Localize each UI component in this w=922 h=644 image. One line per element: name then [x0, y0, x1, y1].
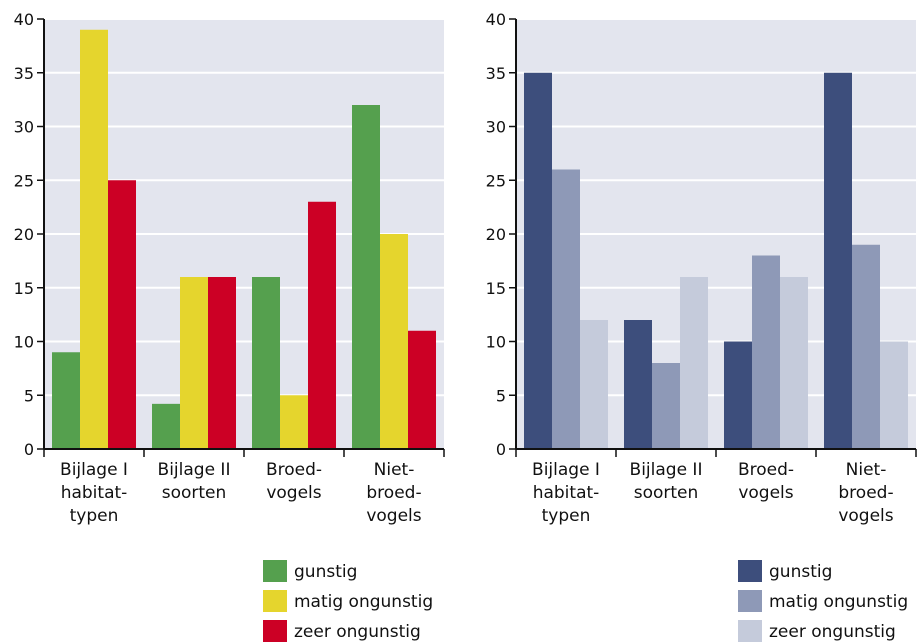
x-tick-label: typen	[70, 506, 119, 526]
legend-label: matig ongunstig	[769, 592, 908, 612]
y-tick-label: 15	[14, 279, 34, 298]
y-tick-label: 20	[486, 225, 506, 244]
y-tick-label: 10	[486, 333, 506, 352]
bar	[824, 72, 852, 449]
x-tick-label: typen	[542, 506, 591, 526]
legend-label: zeer ongunstig	[294, 622, 421, 642]
x-tick-label: vogels	[738, 483, 793, 503]
bar	[52, 352, 80, 449]
bar	[80, 29, 108, 449]
bar	[724, 341, 752, 449]
y-tick-label: 35	[14, 64, 34, 83]
left-chart: 0 5 10 15 20 25 30 35 40 Bijlage I habitat-typen Bi…	[14, 10, 445, 642]
bar	[680, 277, 708, 449]
y-tick-label: 25	[14, 171, 34, 190]
x-tick-label: soorten	[162, 483, 227, 503]
legend-swatch	[263, 590, 287, 612]
x-tick-label: vogels	[366, 506, 421, 526]
y-tick-label: 25	[486, 171, 506, 190]
bar	[624, 320, 652, 449]
bar	[180, 277, 208, 449]
x-tick-label: Bijlage II	[158, 460, 231, 480]
bar	[308, 201, 336, 449]
y-tick-label: 0	[24, 440, 34, 459]
x-tick-label: Broed-	[738, 460, 794, 480]
legend-swatch	[263, 560, 287, 582]
y-tick-label: 15	[486, 279, 506, 298]
bar	[152, 403, 180, 449]
x-tick-label: vogels	[266, 483, 321, 503]
x-tick-label: Bijlage II	[630, 460, 703, 480]
legend-label: matig ongunstig	[294, 592, 433, 612]
bar	[352, 105, 380, 449]
x-tick-label: broed-	[838, 483, 893, 503]
y-tick-label: 5	[496, 386, 506, 405]
bar	[408, 330, 436, 449]
x-tick-label: vogels	[838, 506, 893, 526]
x-tick-label: soorten	[634, 483, 699, 503]
bar	[208, 277, 236, 449]
y-tick-label: 0	[496, 440, 506, 459]
bar	[852, 244, 880, 449]
x-tick-label: Bijlage I	[60, 460, 128, 480]
bar	[252, 277, 280, 449]
y-tick-label: 35	[486, 64, 506, 83]
legend-label: gunstig	[294, 562, 357, 582]
bar	[652, 363, 680, 449]
legend-swatch	[738, 620, 762, 642]
bar	[552, 169, 580, 449]
y-tick-label: 5	[24, 386, 34, 405]
x-tick-label: Bijlage I	[532, 460, 600, 480]
x-tick-label: habitat-	[61, 483, 128, 503]
bar	[752, 255, 780, 449]
bar	[108, 180, 136, 449]
bar	[524, 72, 552, 449]
bar	[580, 320, 608, 449]
y-tick-label: 30	[486, 118, 506, 137]
bar	[380, 234, 408, 449]
x-tick-label: Niet-	[374, 460, 415, 480]
y-tick-label: 10	[14, 333, 34, 352]
x-tick-label: Broed-	[266, 460, 322, 480]
y-tick-label: 30	[14, 118, 34, 137]
y-tick-label: 20	[14, 225, 34, 244]
x-tick-label: broed-	[366, 483, 421, 503]
bar	[880, 341, 908, 449]
bar	[280, 395, 308, 449]
legend-swatch	[738, 560, 762, 582]
right-chart: 0 5 10 15 20 25 30 35 40 Bijlage I habitat-typen Bi…	[486, 10, 917, 642]
legend-swatch	[263, 620, 287, 642]
x-tick-label: Niet-	[846, 460, 887, 480]
x-tick-label: habitat-	[533, 483, 600, 503]
bar	[780, 277, 808, 449]
y-tick-label: 40	[14, 10, 34, 29]
legend-swatch	[738, 590, 762, 612]
legend-label: zeer ongunstig	[769, 622, 896, 642]
legend-label: gunstig	[769, 562, 832, 582]
y-tick-label: 40	[486, 10, 506, 29]
